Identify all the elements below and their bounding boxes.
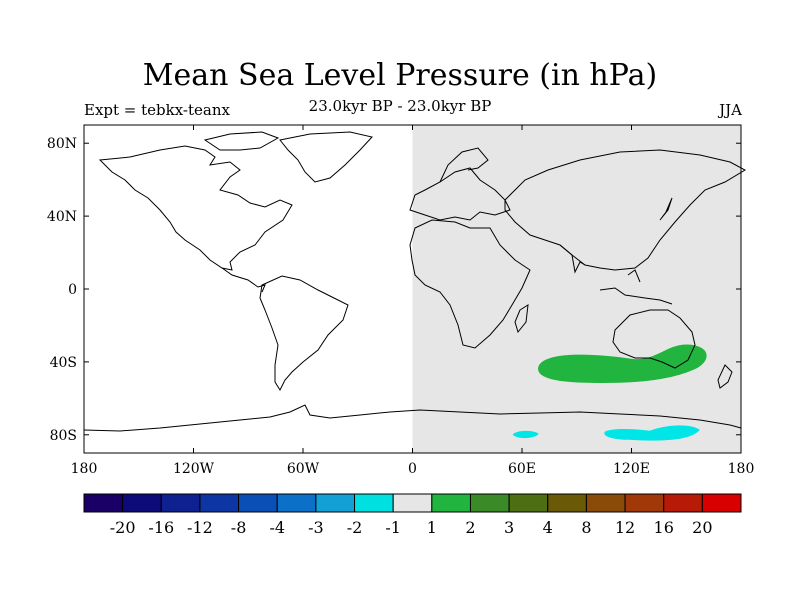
scandinavia-coast bbox=[439, 147, 489, 183]
colorbar-swatch bbox=[585, 493, 626, 513]
colorbar-label: 3 bbox=[504, 518, 514, 537]
colorbar-label: 12 bbox=[615, 518, 635, 537]
colorbar-label: 16 bbox=[654, 518, 674, 537]
coastlines bbox=[83, 131, 747, 432]
colorbar-swatch bbox=[83, 493, 124, 513]
y-tick-label: 40N bbox=[47, 209, 77, 225]
colorbar-swatch bbox=[508, 493, 549, 513]
colorbar-label: 4 bbox=[543, 518, 553, 537]
colorbar-swatch bbox=[354, 493, 394, 513]
y-tick-label: 80N bbox=[47, 136, 77, 152]
colorbar-label: -3 bbox=[308, 518, 324, 537]
axis-ticks bbox=[83, 125, 742, 453]
antarctica-coast bbox=[83, 404, 742, 432]
x-tick-label: 60E bbox=[508, 461, 536, 477]
colorbar-swatch bbox=[160, 493, 201, 513]
colorbar-label: -8 bbox=[231, 518, 247, 537]
x-tick-label: 120E bbox=[613, 461, 650, 477]
central-america-coast bbox=[221, 267, 266, 293]
colorbar-swatch bbox=[663, 493, 703, 513]
southeast-asia-islands-coast bbox=[599, 269, 673, 305]
colorbar-swatch bbox=[469, 493, 510, 513]
field-layer bbox=[412, 125, 741, 453]
south-america-coast bbox=[259, 275, 349, 392]
experiment-label: Expt = tebkx-teanx bbox=[84, 101, 230, 119]
colorbar-swatch bbox=[122, 493, 162, 513]
colorbar-label: 8 bbox=[581, 518, 591, 537]
colorbar-label: -20 bbox=[110, 518, 136, 537]
colorbar-swatch bbox=[238, 493, 278, 513]
antarctic-negative-anomaly-a bbox=[512, 430, 539, 439]
colorbar-swatch bbox=[199, 493, 240, 513]
colorbar-label: -4 bbox=[269, 518, 285, 537]
y-tick-label: 0 bbox=[68, 282, 77, 298]
colorbar: -20 -16 -12 -8 -4 -3 -2 -1 1 2 3 4 8 12 16 20 bbox=[83, 493, 742, 537]
southern-ocean-positive-anomaly bbox=[538, 344, 707, 383]
x-tick-label: 180 bbox=[728, 461, 755, 477]
japan-coast bbox=[659, 197, 673, 221]
x-tick-label: 60W bbox=[287, 461, 320, 477]
new-zealand-coast bbox=[717, 364, 733, 389]
greenland-coast bbox=[279, 131, 373, 183]
colorbar-label: -1 bbox=[385, 518, 401, 537]
colorbar-label: 2 bbox=[465, 518, 475, 537]
madagascar-coast bbox=[514, 304, 529, 334]
colorbar-swatch bbox=[624, 493, 665, 513]
colorbar-swatch bbox=[431, 493, 471, 513]
eastern-hemisphere-shade bbox=[412, 125, 741, 453]
colorbar-label: -2 bbox=[347, 518, 363, 537]
y-tick-label: 80S bbox=[50, 428, 77, 444]
colorbar-swatch bbox=[547, 493, 587, 513]
colorbar-swatch bbox=[701, 493, 742, 513]
india-coast bbox=[559, 244, 586, 274]
x-tick-label: 0 bbox=[408, 461, 417, 477]
north-america-coast bbox=[98, 145, 293, 271]
y-tick-label: 40S bbox=[50, 355, 77, 371]
colorbar-label: -16 bbox=[148, 518, 174, 537]
season-label: JJA bbox=[719, 101, 742, 119]
antarctic-negative-anomaly-b bbox=[604, 425, 700, 441]
colorbar-label: -12 bbox=[187, 518, 213, 537]
asia-coast bbox=[504, 149, 747, 271]
arctic-islands-coast bbox=[203, 131, 280, 151]
colorbar-label: 20 bbox=[692, 518, 712, 537]
colorbar-swatch bbox=[276, 493, 317, 513]
colorbar-swatch bbox=[315, 493, 356, 513]
africa-coast bbox=[409, 219, 531, 349]
x-tick-label: 120W bbox=[173, 461, 215, 477]
australia-coast bbox=[612, 309, 696, 369]
map-title: Mean Sea Level Pressure (in hPa) bbox=[142, 58, 658, 93]
colorbar-label: 1 bbox=[427, 518, 437, 537]
axis-tick-labels: 180 120W 60W 0 60E 120E 180 80N 40N 0 40S 80S bbox=[47, 136, 754, 477]
colorbar-swatch bbox=[392, 493, 433, 513]
map-subtitle: 23.0kyr BP - 23.0kyr BP bbox=[308, 97, 492, 115]
x-tick-label: 180 bbox=[71, 461, 98, 477]
